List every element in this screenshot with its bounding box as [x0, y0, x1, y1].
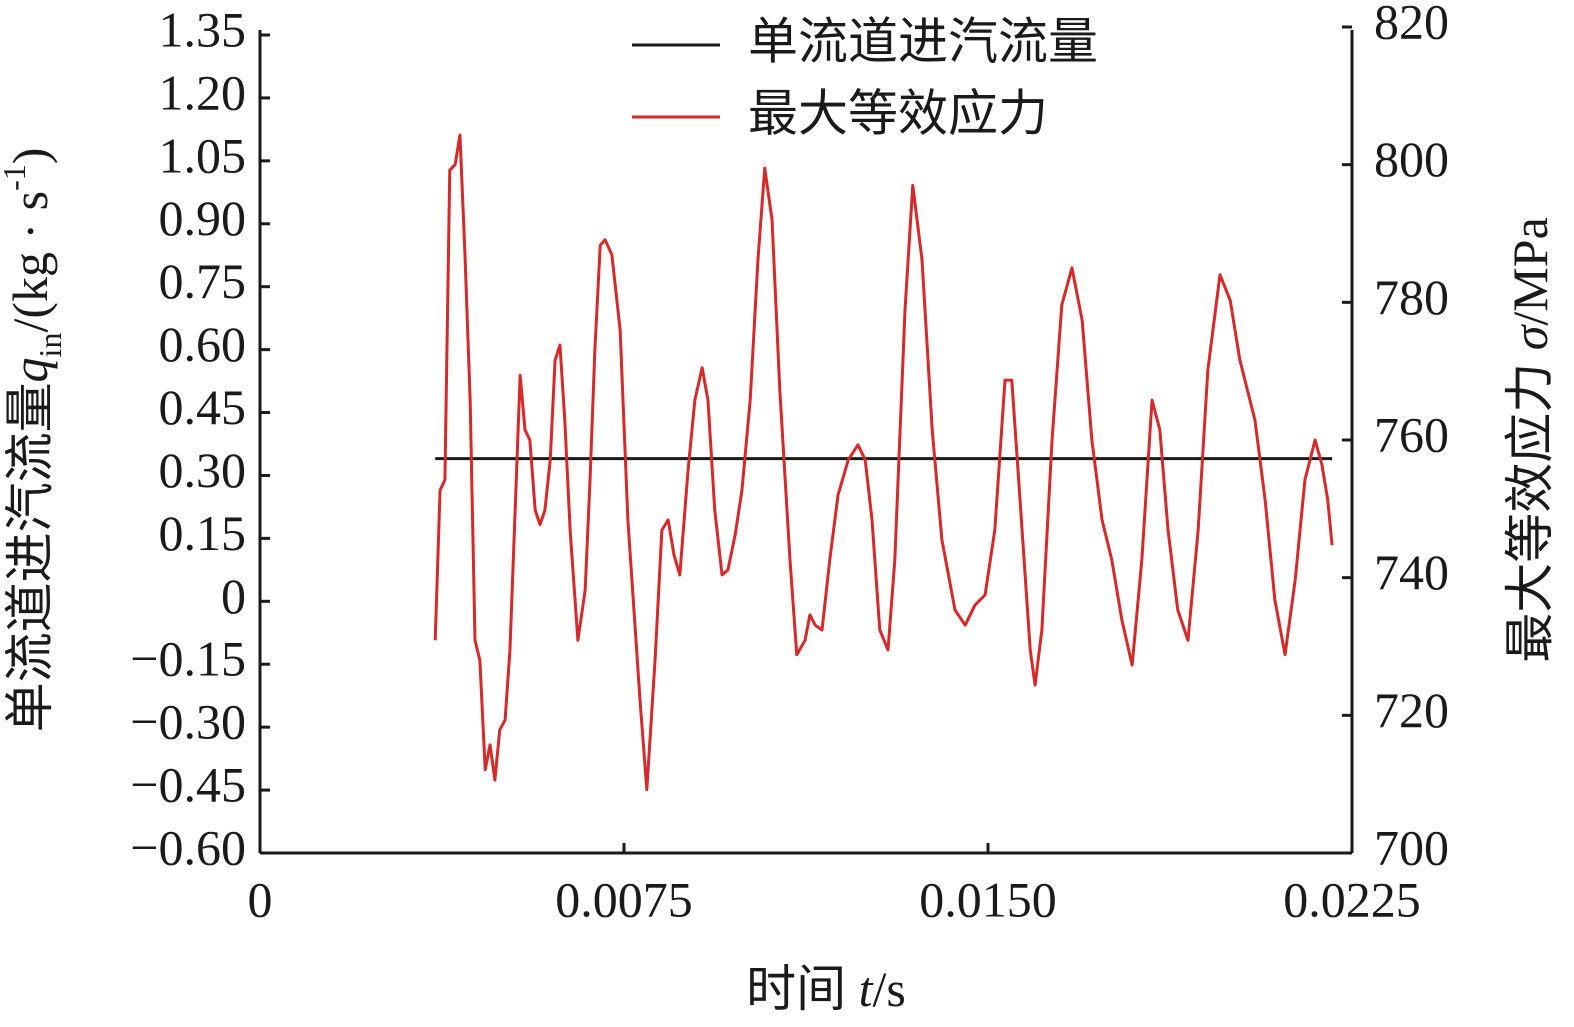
y-tick-label: −0.60 — [130, 819, 246, 875]
y-tick-label: 0.15 — [159, 505, 247, 561]
axis-title-part: in — [32, 333, 68, 358]
y2-tick-label: 740 — [1374, 544, 1449, 600]
series-line — [433, 133, 1334, 792]
y2-axis-title: 最大等效应力 σ/MPa — [1502, 217, 1558, 663]
y2-tick-label: 720 — [1374, 682, 1449, 738]
x-tick-label: 0.0075 — [555, 871, 693, 927]
x-tick-label: 0 — [248, 871, 273, 927]
axis-title-part: q — [2, 357, 58, 382]
y-tick-label: 1.20 — [159, 64, 247, 120]
y-tick-label: 1.05 — [159, 127, 247, 183]
y2-tick-label: 760 — [1374, 406, 1449, 462]
axis-title-part: /s — [873, 961, 906, 1017]
axis-title-part: σ — [1502, 323, 1558, 350]
y-tick-label: 0 — [221, 568, 246, 624]
y-tick-label: 0.90 — [159, 190, 247, 246]
legend-label: 单流道进汽流量 — [748, 13, 1098, 69]
y-tick-label: −0.30 — [130, 694, 246, 750]
y-tick-label: 0.75 — [159, 253, 247, 309]
y-tick-label: −0.45 — [130, 757, 246, 813]
legend-label: 最大等效应力 — [748, 85, 1048, 141]
axis-title-part: /(kg · s — [2, 191, 58, 333]
y2-tick-label: 820 — [1374, 0, 1449, 49]
axis-title-part: -1 — [0, 164, 32, 191]
x-tick-label: 0.0150 — [919, 871, 1057, 927]
y-tick-label: 0.45 — [159, 379, 247, 435]
y2-tick-label: 780 — [1374, 269, 1449, 325]
axis-title-part: ) — [2, 148, 58, 165]
x-axis-title: 时间 t/s — [746, 961, 906, 1017]
axis-title-part: 最大等效应力 — [1502, 350, 1558, 663]
y2-tick-label: 700 — [1374, 819, 1449, 875]
axis-title-part: t — [859, 961, 874, 1017]
y-tick-label: 0.60 — [159, 316, 247, 372]
y-tick-label: 0.30 — [159, 442, 247, 498]
y-tick-label: −0.15 — [130, 631, 246, 687]
axis-title-part: 时间 — [746, 961, 859, 1017]
x-tick-label: 0.0225 — [1283, 871, 1421, 927]
y-axis-title: 单流道进汽流量qin/(kg · s-1) — [0, 148, 68, 733]
axis-title-part: /MPa — [1502, 217, 1558, 325]
axis-title-part: 单流道进汽流量 — [2, 382, 58, 732]
y2-tick-label: 800 — [1374, 131, 1449, 187]
y-tick-label: 1.35 — [159, 1, 247, 57]
